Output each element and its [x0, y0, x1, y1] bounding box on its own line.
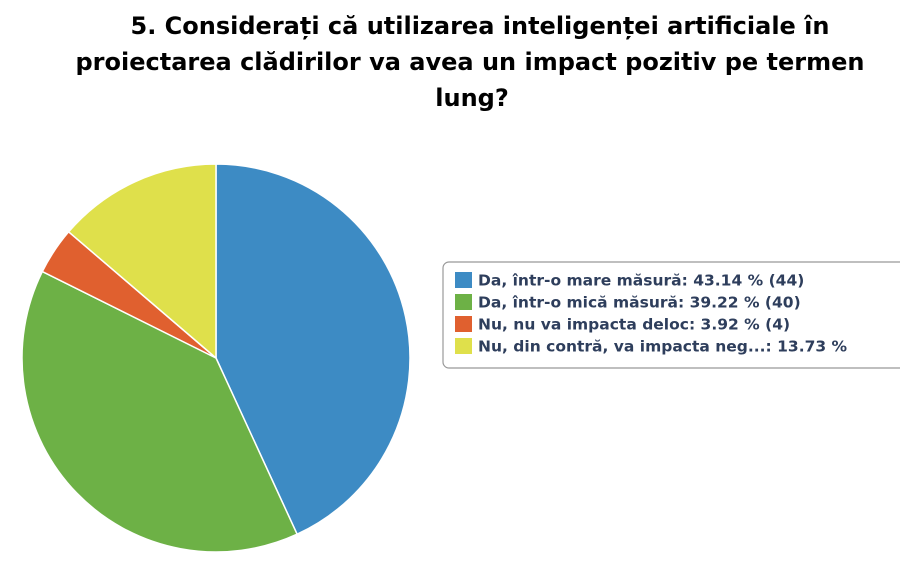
- legend-label: Nu, nu va impacta deloc: 3.92 % (4): [478, 316, 790, 334]
- legend-label: Da, într-o mică măsură: 39.22 % (40): [478, 294, 801, 312]
- legend-swatch: [455, 272, 472, 288]
- legend-box: [442, 261, 900, 369]
- legend-swatch: [455, 294, 472, 310]
- legend-label: Da, într-o mare măsură: 43.14 % (44): [478, 272, 804, 290]
- pie-slice: [215, 163, 411, 536]
- legend-label: Nu, din contră, va impacta neg...: 13.73…: [478, 338, 848, 356]
- chart-title: 5. Considerați că utilizarea inteligențe…: [131, 12, 830, 40]
- chart-title: proiectarea clădirilor va avea un impact…: [76, 48, 865, 76]
- pie-slice: [21, 270, 299, 553]
- legend-swatch: [455, 338, 472, 354]
- legend-swatch: [455, 316, 472, 332]
- pie-slice: [67, 163, 217, 360]
- chart-title: lung?: [435, 84, 509, 112]
